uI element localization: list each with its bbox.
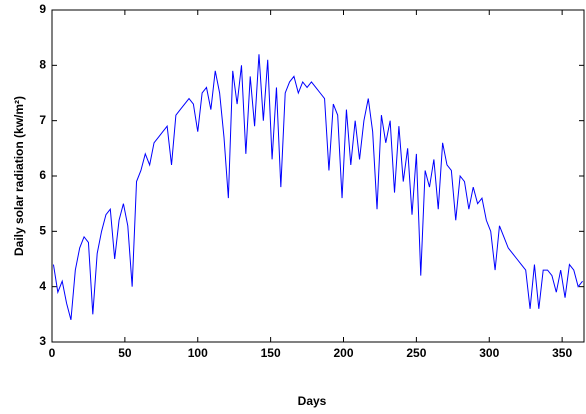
y-tick-label: 7 — [39, 113, 46, 127]
data-line — [52, 54, 583, 320]
y-axis-label: Daily solar radiation (kw/m²) — [12, 96, 26, 256]
y-tick-label: 9 — [39, 2, 46, 16]
x-tick-label: 200 — [333, 346, 353, 360]
y-tick-label: 4 — [39, 279, 46, 293]
y-tick-label: 5 — [39, 224, 46, 238]
x-tick-label: 250 — [406, 346, 426, 360]
x-tick-label: 100 — [188, 346, 208, 360]
plot-frame — [51, 9, 585, 343]
y-tick-label: 3 — [39, 334, 46, 348]
x-tick-label: 0 — [49, 346, 56, 360]
x-tick-label: 50 — [118, 346, 132, 360]
x-tick-label: 350 — [552, 346, 572, 360]
x-tick-label: 300 — [479, 346, 499, 360]
x-tick-label: 150 — [261, 346, 281, 360]
x-axis-label: Days — [298, 394, 327, 408]
y-tick-label: 8 — [39, 58, 46, 72]
y-tick-label: 6 — [39, 168, 46, 182]
